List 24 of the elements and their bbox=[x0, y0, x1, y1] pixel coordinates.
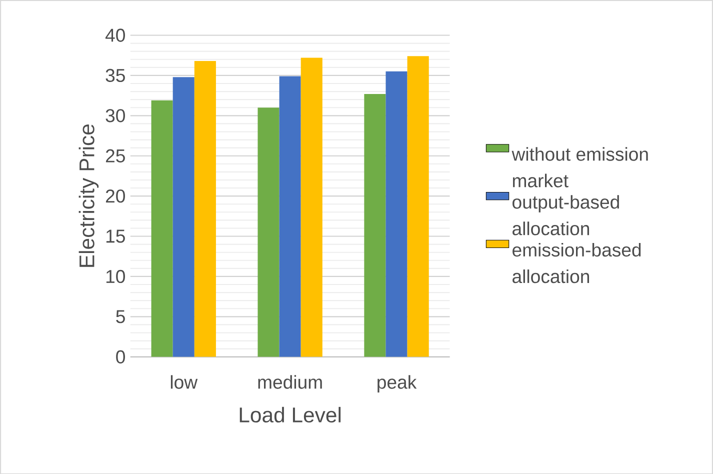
bar bbox=[407, 56, 429, 357]
y-tick-label: 30 bbox=[106, 108, 125, 122]
y-axis-title: Electricity Price bbox=[78, 124, 99, 267]
legend-label: emission-based allocation bbox=[512, 242, 641, 283]
bar bbox=[300, 58, 322, 357]
y-tick-label: 40 bbox=[105, 28, 125, 42]
bar bbox=[386, 71, 408, 357]
y-tick-label: 0 bbox=[116, 350, 125, 364]
x-axis-title: Load Level bbox=[240, 406, 341, 422]
y-tick-label: 15 bbox=[106, 230, 125, 243]
y-tick-label: 5 bbox=[116, 310, 125, 323]
bar bbox=[364, 94, 386, 357]
y-tick-label: 10 bbox=[106, 270, 125, 283]
x-tick-label: low bbox=[170, 374, 198, 389]
bar bbox=[151, 100, 173, 357]
bar bbox=[258, 107, 280, 357]
y-tick-label: 25 bbox=[106, 149, 125, 162]
bar bbox=[279, 76, 301, 357]
x-tick-label: medium bbox=[258, 374, 322, 389]
y-tick-label: 20 bbox=[106, 189, 125, 202]
bar bbox=[172, 76, 194, 357]
x-tick-label: peak bbox=[378, 374, 417, 392]
bar bbox=[194, 60, 216, 357]
y-tick-label: 35 bbox=[106, 68, 125, 82]
